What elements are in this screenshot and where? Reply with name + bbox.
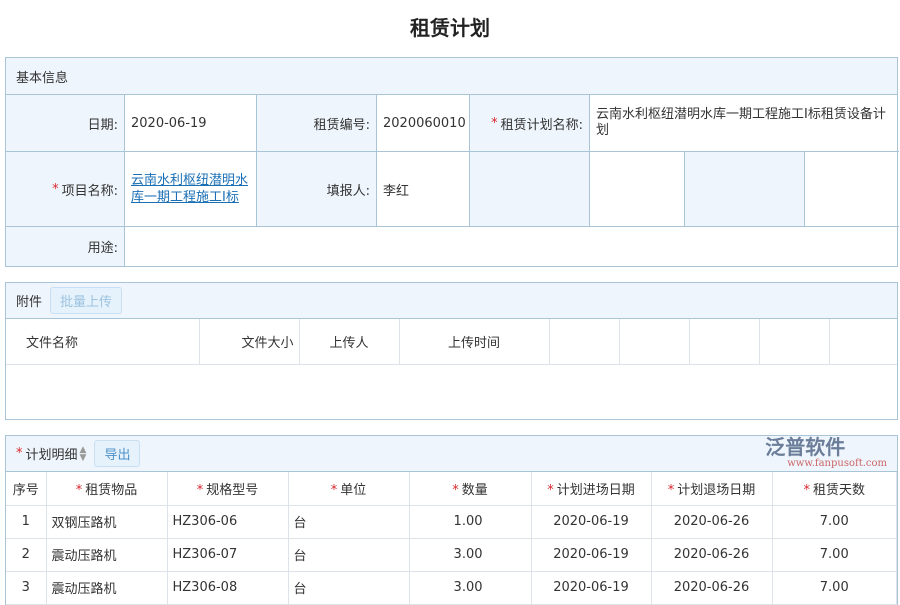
col-empty <box>829 319 897 365</box>
page-title: 租赁计划 <box>410 16 490 40</box>
plan-col-header: * 数量 <box>409 472 532 506</box>
required-marker: * <box>803 482 810 498</box>
plan-col-label: 数量 <box>461 482 488 498</box>
batch-upload-button[interactable]: 批量上传 <box>50 287 123 314</box>
required-marker: * <box>16 446 23 461</box>
code-label: 租赁编号: <box>257 95 377 152</box>
plan-col-header: * 租赁物品 <box>46 472 168 506</box>
attachments-table: 文件名称 文件大小 上传人 上传时间 <box>6 319 897 365</box>
plan-detail-section: * 计划明细 ▲ ▼ 导出 泛普软件 www.fanpusoft.com 序号 * 租赁物… <box>5 435 898 605</box>
table-cell[interactable]: 2020-06-19 <box>531 505 652 539</box>
plan-col-label: 租赁物品 <box>85 482 138 498</box>
table-cell[interactable]: 台 <box>288 538 410 572</box>
table-cell[interactable]: 震动压路机 <box>46 538 168 572</box>
empty-label <box>685 152 805 227</box>
required-marker: * <box>196 482 204 498</box>
attachments-header: 附件 批量上传 <box>6 283 897 319</box>
project-label-text: 项目名称: <box>61 183 118 199</box>
plan-col-label: 租赁天数 <box>812 482 865 498</box>
table-cell[interactable]: 双钢压路机 <box>46 505 168 539</box>
plan-col-header: 序号 <box>6 472 47 506</box>
basic-info-header: 基本信息 <box>6 58 897 95</box>
required-marker: * <box>547 482 554 498</box>
purpose-field[interactable] <box>125 227 899 266</box>
attachments-section: 附件 批量上传 文件名称 文件大小 上传人 上传时间 <box>5 282 898 420</box>
project-label: * 项目名称: <box>6 152 125 227</box>
col-uploader: 上传人 <box>299 319 400 365</box>
purpose-label: 用途: <box>6 227 125 266</box>
table-row[interactable]: 1 双钢压路机 HZ306-06 台 1.00 2020-06-19 2020-06-26 7… <box>6 505 897 539</box>
col-upload-time: 上传时间 <box>399 319 550 365</box>
table-cell[interactable]: 2020-06-26 <box>651 505 773 539</box>
required-marker: * <box>330 482 338 498</box>
reporter-field[interactable]: 李红 <box>377 152 470 227</box>
watermark-url: www.fanpusoft.com <box>787 458 887 469</box>
table-cell[interactable]: 1.00 <box>409 505 532 539</box>
empty-label <box>470 152 590 227</box>
table-cell[interactable]: 2020-06-26 <box>651 571 773 605</box>
project-link[interactable]: 云南水利枢纽潜明水库一期工程施工I标 <box>131 173 249 205</box>
table-cell[interactable]: 台 <box>288 571 410 605</box>
table-cell[interactable]: 2020-06-26 <box>651 538 773 572</box>
table-cell[interactable]: 2020-06-19 <box>531 538 652 572</box>
table-cell[interactable]: 1 <box>6 505 47 539</box>
export-button[interactable]: 导出 <box>94 440 141 467</box>
plan-col-label: 规格型号 <box>206 482 259 498</box>
required-marker: * <box>491 115 498 131</box>
plan-name-label: * 租赁计划名称: <box>470 95 590 152</box>
plan-col-header: * 计划退场日期 <box>651 472 773 506</box>
plan-col-label: 单位 <box>340 482 367 498</box>
date-label: 日期: <box>6 95 125 152</box>
col-empty <box>759 319 830 365</box>
reporter-label: 填报人: <box>257 152 377 227</box>
col-empty <box>549 319 620 365</box>
plan-detail-header: * 计划明细 ▲ ▼ 导出 泛普软件 www.fanpusoft.com <box>6 436 897 472</box>
table-cell[interactable]: 3 <box>6 571 47 605</box>
required-marker: * <box>75 482 83 498</box>
required-marker: * <box>452 482 459 498</box>
table-cell[interactable]: 2 <box>6 538 47 572</box>
watermark-logo: 泛普软件 www.fanpusoft.com <box>765 435 887 470</box>
date-field[interactable]: 2020-06-19 <box>125 95 257 152</box>
required-marker: * <box>52 181 59 197</box>
col-file-size: 文件大小 <box>199 319 300 365</box>
plan-col-header: * 计划进场日期 <box>531 472 652 506</box>
plan-detail-title: 计划明细 <box>25 448 78 463</box>
plan-name-label-text: 租赁计划名称: <box>500 117 583 133</box>
plan-col-header: * 规格型号 <box>167 472 289 506</box>
table-cell[interactable]: HZ306-07 <box>167 538 289 572</box>
col-empty <box>689 319 760 365</box>
table-cell[interactable]: 3.00 <box>409 538 532 572</box>
attachments-title: 附件 <box>16 295 43 310</box>
plan-col-label: 计划退场日期 <box>677 482 756 498</box>
required-marker: * <box>667 482 675 498</box>
project-field: 云南水利枢纽潜明水库一期工程施工I标 <box>125 152 257 227</box>
plan-table: 序号 * 租赁物品 * 规格型号 * 单位 * 数量 * 计划进场日期 * 计划退场日期 * 租赁天数 1 双钢… <box>6 472 897 605</box>
empty-field <box>805 152 899 227</box>
basic-info-section: 基本信息 日期: 2020-06-19 租赁编号: 2020060010 * 租赁… <box>5 57 899 267</box>
watermark-brand: 泛普软件 <box>765 435 846 459</box>
sort-icon[interactable]: ▲ ▼ <box>79 444 87 463</box>
table-cell[interactable]: 7.00 <box>772 505 897 539</box>
table-cell[interactable]: 7.00 <box>772 571 897 605</box>
col-empty <box>619 319 690 365</box>
plan-col-label: 序号 <box>12 482 39 498</box>
col-file-name: 文件名称 <box>6 319 200 365</box>
plan-col-header: * 租赁天数 <box>772 472 897 506</box>
table-cell[interactable]: 7.00 <box>772 538 897 572</box>
plan-col-label: 计划进场日期 <box>556 482 635 498</box>
table-cell[interactable]: 3.00 <box>409 571 532 605</box>
table-cell[interactable]: HZ306-06 <box>167 505 289 539</box>
plan-name-field[interactable]: 云南水利枢纽潜明水库一期工程施工I标租赁设备计划 <box>590 95 899 152</box>
code-field[interactable]: 2020060010 <box>377 95 470 152</box>
table-cell[interactable]: 台 <box>288 505 410 539</box>
table-row[interactable]: 3 震动压路机 HZ306-08 台 3.00 2020-06-19 2020-06-26 7… <box>6 571 897 605</box>
table-row[interactable]: 2 震动压路机 HZ306-07 台 3.00 2020-06-19 2020-06-26 7… <box>6 538 897 572</box>
table-cell[interactable]: 震动压路机 <box>46 571 168 605</box>
table-cell[interactable]: HZ306-08 <box>167 571 289 605</box>
plan-col-header: * 单位 <box>288 472 410 506</box>
empty-field <box>590 152 685 227</box>
table-cell[interactable]: 2020-06-19 <box>531 571 652 605</box>
